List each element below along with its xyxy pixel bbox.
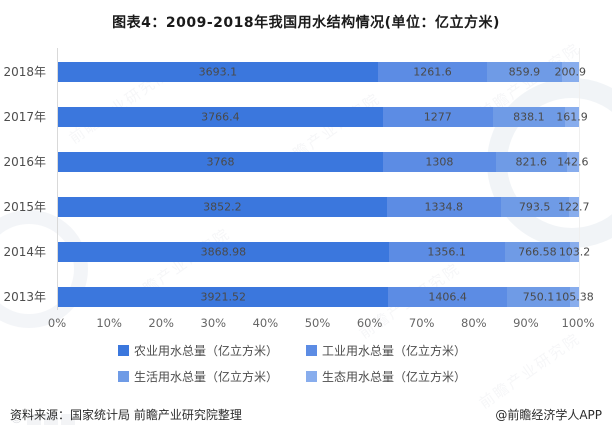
bar-value-label: 1261.6 [413,65,452,79]
bar-value-label: 105.38 [555,290,594,304]
y-axis-label: 2013年 [3,290,46,304]
bar-segment: 3768 [58,152,383,172]
bar-segment: 1277 [382,107,493,127]
x-axis-tick: 30% [200,316,227,330]
bar-segment: 142.6 [557,152,589,172]
legend-item: 农业用水总量（亿立方米） [118,342,306,359]
legend-swatch-icon [118,371,129,382]
bar-segment: 1261.6 [377,62,488,82]
bar-value-label: 122.7 [557,200,590,214]
y-axis-label: 2015年 [3,200,46,214]
bar-segment: 838.1 [492,107,566,127]
bar-value-label: 1277 [423,110,452,124]
bar-value-label: 142.6 [557,155,589,169]
bar-segment: 750.1 [506,287,571,307]
x-axis-tick: 50% [304,316,331,330]
legend-grid: 农业用水总量（亿立方米） 工业用水总量（亿立方米） 生活用水总量（亿立方米） 生态用水… [118,342,494,385]
bar-value-label: 838.1 [513,110,545,124]
bar-value-label: 3693.1 [198,65,238,79]
bar-row-2014年: 3868.98 1356.1 766.58 103.2 [58,242,590,262]
bar-value-label: 766.58 [518,245,557,259]
bar-segment: 793.5 [500,197,569,217]
y-axis-label: 2017年 [3,110,46,124]
source-text: 资料来源：国家统计局 前瞻产业研究院整理 [10,408,242,422]
bar-segment: 3921.52 [58,287,389,307]
legend-label: 农业用水总量（亿立方米） [134,344,279,358]
bar-value-label: 3852.2 [203,200,242,214]
bar-value-label: 3921.52 [200,290,246,304]
x-axis-tick: 0% [47,316,67,330]
bar-segment: 1406.4 [388,287,507,307]
legend-swatch-icon [118,345,129,356]
bar-value-label: 1334.8 [424,200,464,214]
bar-segment: 1308 [383,152,496,172]
bar-segment: 1334.8 [386,197,501,217]
bar-value-label: 859.9 [508,65,541,79]
legend-item: 工业用水总量（亿立方米） [306,342,494,359]
x-axis-tick: 70% [408,316,435,330]
y-axis-label: 2016年 [3,155,46,169]
y-axis-label: 2014年 [3,245,46,259]
bar-segment: 105.38 [555,287,594,307]
x-axis: 0% 10% 20% 30% 40% 50% 60% 70% 80% 90% 100% [48,316,595,332]
bar-segment: 103.2 [559,242,590,262]
x-axis-tick: 20% [148,316,174,330]
x-axis-tick: 10% [96,316,122,330]
y-axis-label: 2018年 [3,65,46,79]
bar-value-label: 161.9 [556,110,588,124]
legend-item: 生活用水总量（亿立方米） [118,368,306,385]
bar-value-label: 3868.98 [200,245,247,259]
bar-value-label: 3768 [206,155,235,169]
bar-row-2018年: 3693.1 1261.6 859.9 200.9 [58,62,586,82]
y-axis-labels: 2018年 2017年 2016年 2015年 2014年 2013年 [0,48,50,310]
plot-area: 3693.1 1261.6 859.9 200.9 3766.4 1277 838.1 161… [57,48,594,310]
legend-item: 生态用水总量（亿立方米） [306,368,494,385]
bar-segment: 3766.4 [58,107,383,127]
bar-segment: 3868.98 [58,242,389,262]
legend-label: 生态用水总量（亿立方米） [322,370,467,384]
bar-value-label: 3766.4 [201,110,240,124]
bar-segment: 1356.1 [388,242,505,262]
bar-value-label: 750.1 [522,290,555,304]
bar-row-2013年: 3921.52 1406.4 750.1 105.38 [58,287,594,307]
x-axis-tick: 80% [461,316,487,330]
bar-segment: 3693.1 [58,62,378,82]
chart-title: 图表4：2009-2018年我国用水结构情况(单位：亿立方米) [112,15,500,31]
x-axis-tick: 60% [356,316,383,330]
legend-swatch-icon [306,345,317,356]
bar-value-label: 200.9 [554,65,587,79]
bar-value-label: 1406.4 [428,290,467,304]
legend-label: 生活用水总量（亿立方米） [134,370,279,384]
bar-row-2016年: 3768 1308 821.6 142.6 [58,152,589,172]
legend-label: 工业用水总量（亿立方米） [322,344,467,358]
bar-segment: 859.9 [487,62,562,82]
legend: 农业用水总量（亿立方米） 工业用水总量（亿立方米） 生活用水总量（亿立方米） 生态用水… [0,342,612,385]
bar-segment: 122.7 [558,197,589,217]
x-axis-tick: 40% [252,316,279,330]
bar-value-label: 1356.1 [427,245,466,259]
bar-row-2017年: 3766.4 1277 838.1 161.9 [58,107,588,127]
bar-segment: 821.6 [495,152,567,172]
bar-segment: 3852.2 [58,197,387,217]
bar-value-label: 821.6 [515,155,547,169]
bar-value-label: 103.2 [558,245,591,259]
bar-segment: 200.9 [555,62,586,82]
bar-value-label: 1308 [425,155,454,169]
x-axis-tick: 100% [561,316,595,330]
bar-value-label: 793.5 [518,200,551,214]
bar-segment: 161.9 [556,107,588,127]
bar-row-2015年: 3852.2 1334.8 793.5 122.7 [58,197,589,217]
credit-text: @前瞻经济学人APP [495,408,602,422]
x-axis-tick: 90% [513,316,539,330]
footer: 资料来源：国家统计局 前瞻产业研究院整理 @前瞻经济学人APP [0,402,612,423]
legend-swatch-icon [306,371,317,382]
